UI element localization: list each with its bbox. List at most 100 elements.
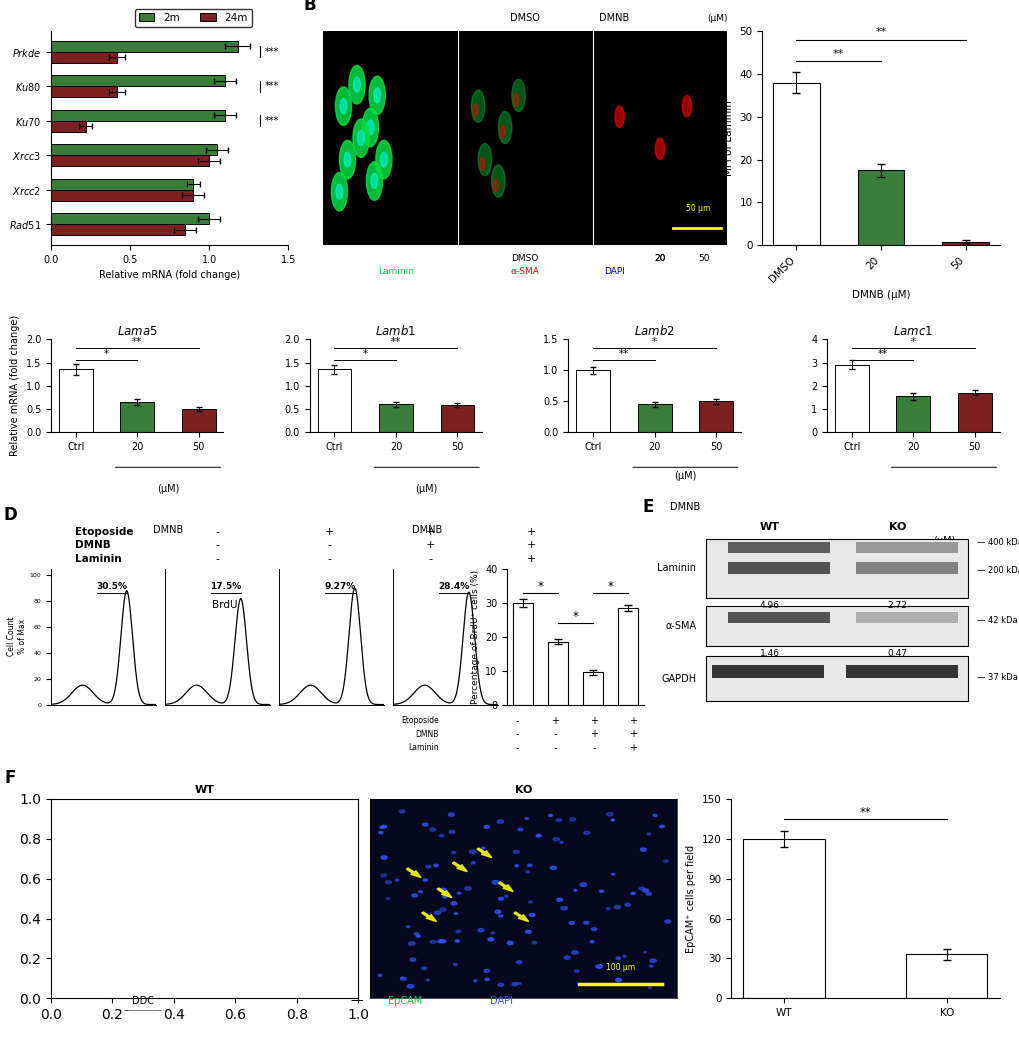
- Text: *: *: [572, 610, 578, 623]
- Ellipse shape: [296, 970, 301, 972]
- Bar: [379, 405, 413, 432]
- Ellipse shape: [518, 983, 521, 984]
- Text: +: +: [526, 527, 535, 537]
- Ellipse shape: [479, 157, 484, 171]
- Ellipse shape: [422, 823, 428, 826]
- Text: **: **: [876, 349, 887, 360]
- FancyArrow shape: [108, 862, 123, 872]
- Bar: [711, 666, 823, 678]
- Ellipse shape: [216, 844, 219, 847]
- Text: +: +: [526, 553, 535, 564]
- Ellipse shape: [569, 921, 574, 925]
- Ellipse shape: [513, 851, 519, 854]
- Bar: [743, 838, 824, 998]
- Ellipse shape: [416, 935, 420, 937]
- FancyArrow shape: [406, 868, 421, 878]
- Ellipse shape: [162, 942, 169, 946]
- Ellipse shape: [123, 982, 129, 986]
- Bar: [440, 406, 474, 432]
- Y-axis label: Percentage of BrdU⁺ cells (%): Percentage of BrdU⁺ cells (%): [470, 570, 479, 704]
- Ellipse shape: [187, 983, 192, 985]
- Ellipse shape: [198, 969, 202, 972]
- Text: **: **: [390, 337, 400, 347]
- Ellipse shape: [410, 958, 416, 961]
- Text: -: -: [327, 553, 331, 564]
- Bar: [181, 409, 215, 432]
- Text: (μM): (μM): [932, 536, 955, 546]
- Text: -: -: [215, 553, 219, 564]
- Ellipse shape: [645, 892, 651, 895]
- Bar: [942, 241, 987, 245]
- Text: DMNB: DMNB: [411, 525, 441, 535]
- Text: DMNB: DMNB: [153, 525, 183, 535]
- Ellipse shape: [215, 872, 221, 875]
- Ellipse shape: [169, 825, 174, 827]
- Ellipse shape: [205, 875, 211, 878]
- Text: 2.72: 2.72: [887, 601, 907, 610]
- Text: +: +: [551, 716, 559, 726]
- Ellipse shape: [590, 940, 593, 942]
- Ellipse shape: [375, 140, 391, 179]
- Text: Etoposide: Etoposide: [74, 527, 133, 537]
- Ellipse shape: [339, 140, 356, 179]
- Ellipse shape: [104, 854, 109, 857]
- Text: Etoposide: Etoposide: [400, 717, 438, 725]
- Ellipse shape: [343, 152, 351, 167]
- Text: E: E: [641, 498, 653, 516]
- FancyArrow shape: [102, 902, 117, 912]
- Ellipse shape: [84, 922, 90, 926]
- Text: Laminin: Laminin: [378, 266, 414, 276]
- Ellipse shape: [159, 985, 162, 987]
- Ellipse shape: [231, 852, 237, 856]
- Text: B: B: [303, 0, 316, 14]
- Ellipse shape: [451, 852, 455, 854]
- Ellipse shape: [58, 894, 63, 898]
- Text: -: -: [553, 743, 556, 753]
- Ellipse shape: [190, 912, 196, 915]
- Text: GAPDH: GAPDH: [660, 674, 696, 683]
- Text: 4.96: 4.96: [759, 601, 779, 610]
- FancyArrow shape: [421, 912, 436, 921]
- Ellipse shape: [454, 940, 459, 942]
- Ellipse shape: [227, 879, 232, 881]
- Ellipse shape: [663, 860, 667, 862]
- Ellipse shape: [291, 888, 298, 892]
- Ellipse shape: [116, 836, 121, 838]
- Ellipse shape: [144, 956, 149, 959]
- Ellipse shape: [83, 842, 87, 844]
- Ellipse shape: [231, 814, 235, 816]
- Text: +: +: [526, 541, 535, 550]
- Ellipse shape: [246, 849, 252, 853]
- Text: 100 μm: 100 μm: [605, 963, 635, 972]
- FancyArrow shape: [96, 882, 111, 891]
- Text: — 42 kDa: — 42 kDa: [976, 617, 1017, 625]
- Bar: [120, 401, 154, 432]
- Text: -: -: [592, 743, 595, 753]
- Text: *: *: [651, 337, 656, 347]
- Ellipse shape: [335, 954, 338, 956]
- Ellipse shape: [335, 873, 341, 877]
- Ellipse shape: [97, 933, 101, 935]
- Ellipse shape: [168, 881, 171, 882]
- Ellipse shape: [606, 812, 612, 816]
- X-axis label: DMNB (μM): DMNB (μM): [851, 290, 909, 300]
- Ellipse shape: [342, 843, 345, 846]
- Title: $\it{Lamb2}$: $\it{Lamb2}$: [634, 324, 675, 338]
- Ellipse shape: [499, 126, 504, 138]
- Ellipse shape: [407, 985, 413, 988]
- Bar: [513, 603, 532, 704]
- FancyArrow shape: [126, 842, 142, 852]
- Text: ***: ***: [264, 115, 278, 126]
- Text: 28.4%: 28.4%: [438, 581, 470, 591]
- FancyArrow shape: [498, 882, 513, 891]
- Ellipse shape: [559, 841, 562, 843]
- Ellipse shape: [492, 179, 498, 191]
- Bar: [728, 612, 829, 623]
- Ellipse shape: [682, 96, 691, 116]
- Ellipse shape: [471, 862, 475, 864]
- Ellipse shape: [433, 864, 438, 866]
- Ellipse shape: [92, 820, 98, 823]
- Ellipse shape: [163, 901, 168, 904]
- Text: +: +: [629, 743, 636, 753]
- Ellipse shape: [239, 840, 247, 844]
